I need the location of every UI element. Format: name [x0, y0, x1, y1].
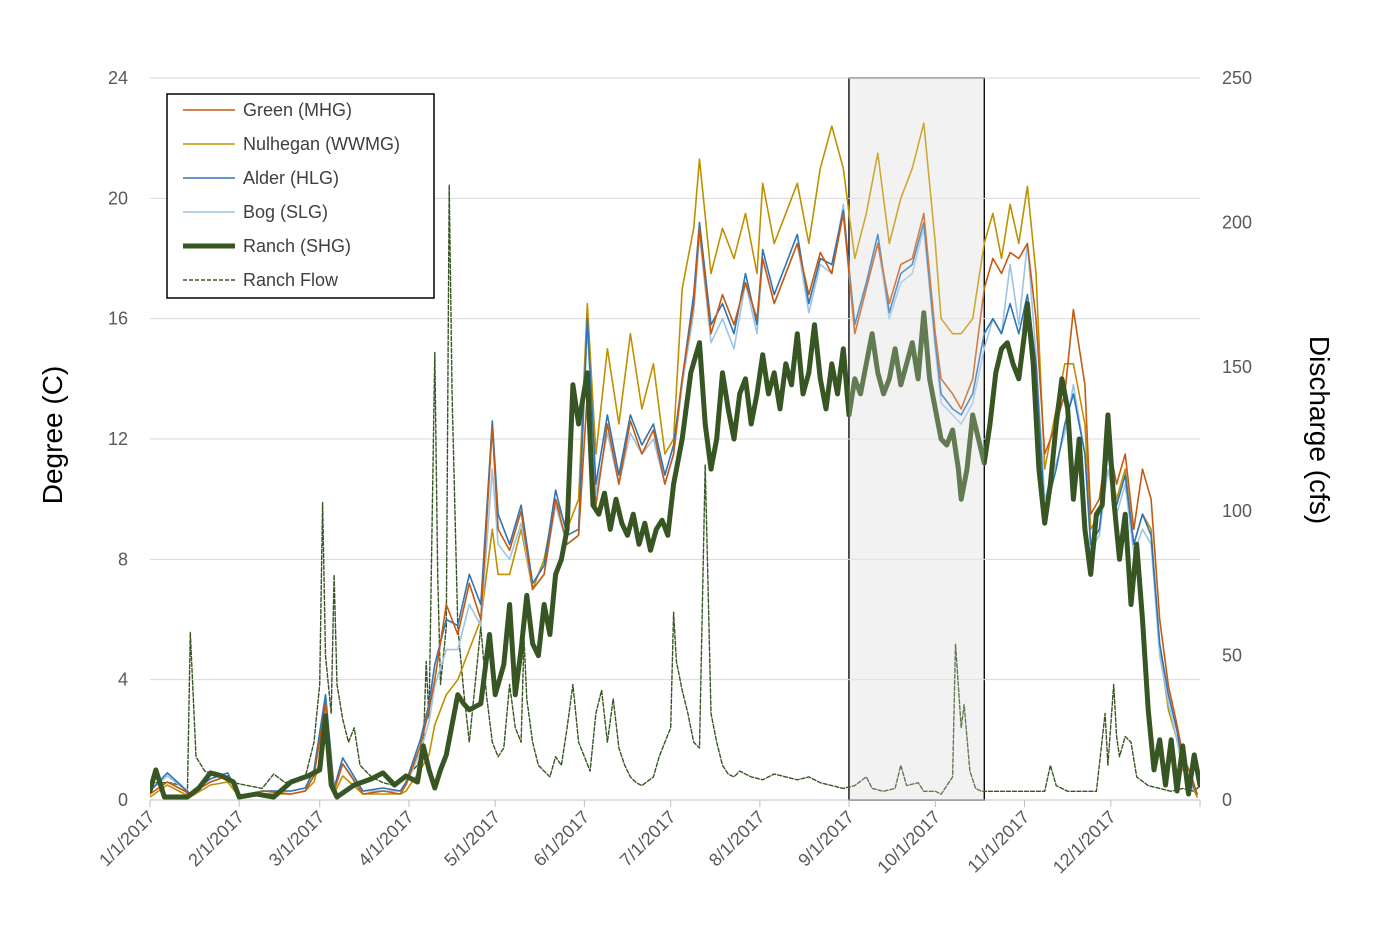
y-left-tick-labels: 0 4 8 12 16 20 24	[108, 68, 128, 810]
y-left-tick-label: 20	[108, 188, 128, 208]
y-left-tick-label: 4	[118, 670, 128, 690]
series-line	[150, 212, 1198, 798]
y-right-tick-labels: 0 50 100 150 200 250	[1222, 68, 1252, 810]
legend-label: Alder (HLG)	[243, 168, 339, 188]
legend-label: Green (MHG)	[243, 100, 352, 120]
y-right-tick-label: 50	[1222, 646, 1242, 666]
x-tick-label: 12/1/2017	[1049, 807, 1120, 878]
legend-label: Nulhegan (WWMG)	[243, 134, 400, 154]
x-tick-label: 3/1/2017	[265, 807, 329, 871]
y-axis-right-title: Discharge (cfs)	[1304, 336, 1335, 524]
x-tick-label: 10/1/2017	[873, 807, 944, 878]
x-tick-label: 6/1/2017	[530, 807, 594, 871]
legend-label: Bog (SLG)	[243, 202, 328, 222]
x-tick-label: 4/1/2017	[354, 807, 418, 871]
y-left-tick-label: 24	[108, 68, 128, 88]
plot-area	[150, 78, 1200, 800]
y-axis-left-title: Degree (C)	[37, 366, 68, 504]
legend-box	[166, 93, 435, 299]
x-tick-label: 2/1/2017	[184, 807, 248, 871]
y-left-tick-label: 0	[118, 790, 128, 810]
highlight-veil	[849, 78, 985, 800]
x-tick-label: 9/1/2017	[794, 807, 858, 871]
x-tick-label: 7/1/2017	[616, 807, 680, 871]
legend-label: Ranch (SHG)	[243, 236, 351, 256]
y-left-tick-label: 12	[108, 429, 128, 449]
series-line	[150, 301, 1200, 800]
legend-label: Ranch Flow	[243, 270, 339, 290]
y-right-tick-label: 200	[1222, 212, 1252, 232]
x-tick-label: 11/1/2017	[964, 807, 1034, 877]
x-tick-label: 5/1/2017	[440, 807, 504, 871]
series-line	[150, 184, 1200, 795]
series-line	[150, 122, 1198, 798]
y-right-tick-label: 250	[1222, 68, 1252, 88]
y-left-tick-label: 8	[118, 549, 128, 569]
y-left-tick-label: 16	[108, 309, 128, 329]
legend: Green (MHG) Nulhegan (WWMG) Alder (HLG) Bog…	[166, 93, 435, 299]
x-tick-label: 8/1/2017	[705, 807, 769, 871]
x-ticks	[149, 800, 1201, 807]
x-tick-labels: 1/1/2017 2/1/2017 3/1/2017 4/1/2017 5/1/2017…	[95, 807, 1120, 878]
y-right-tick-label: 0	[1222, 790, 1232, 810]
y-right-tick-label: 150	[1222, 357, 1252, 377]
y-right-tick-label: 100	[1222, 501, 1252, 521]
x-tick-label: 1/1/2017	[95, 807, 159, 871]
